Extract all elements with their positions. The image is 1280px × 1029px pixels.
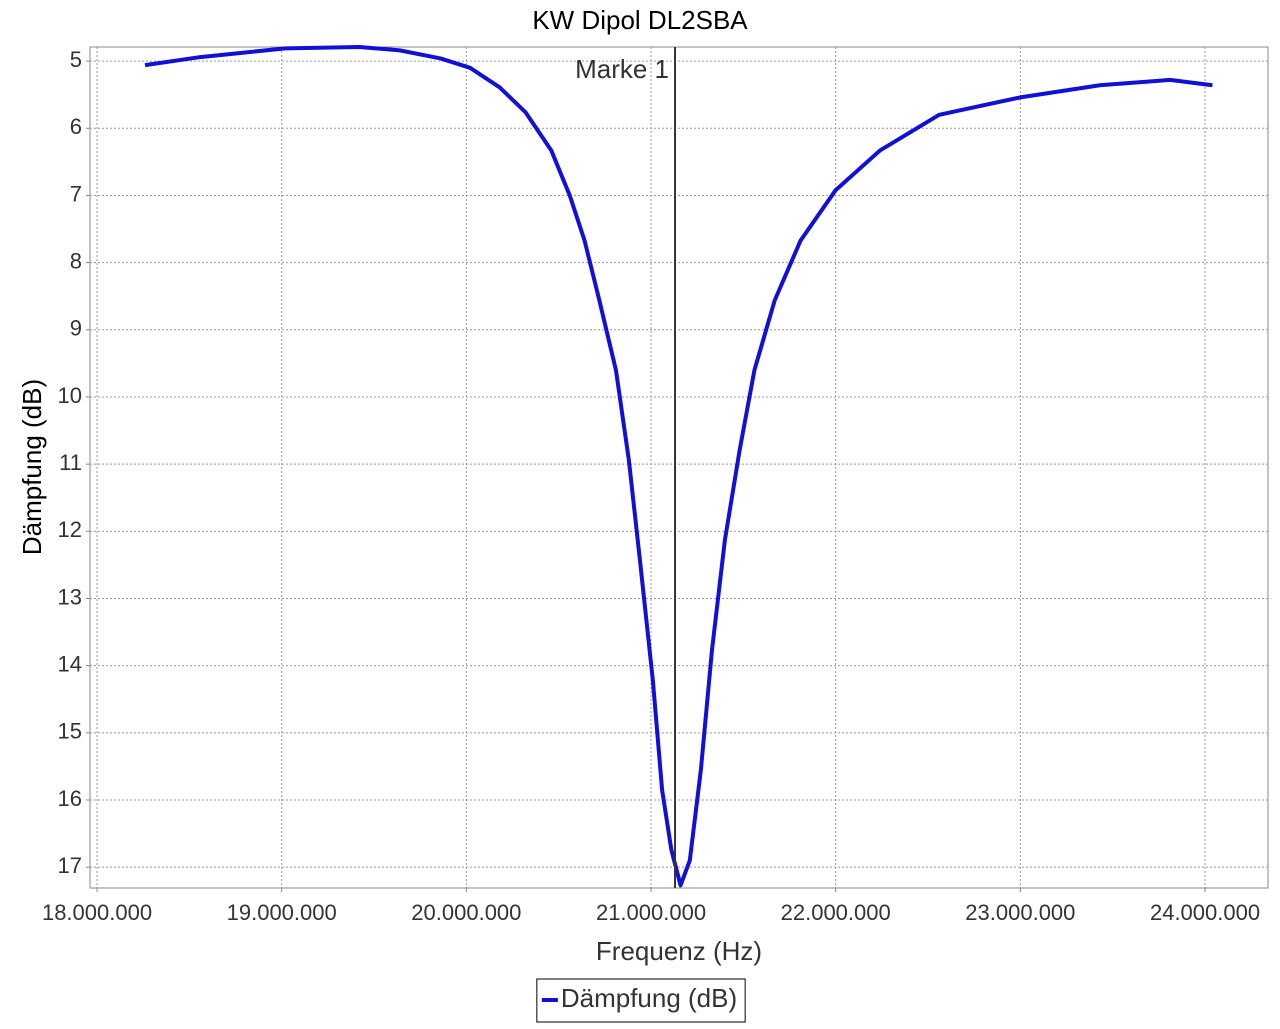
y-tick-label: 15 bbox=[58, 719, 82, 744]
x-tick-label: 20.000.000 bbox=[411, 900, 521, 925]
legend-box bbox=[536, 978, 746, 1023]
legend-label: Dämpfung (dB) bbox=[561, 983, 737, 1013]
y-tick-label: 11 bbox=[59, 450, 82, 475]
y-tick-label: 10 bbox=[58, 383, 82, 408]
plot-area bbox=[89, 46, 1269, 889]
x-tick-label: 22.000.000 bbox=[781, 900, 891, 925]
y-tick-label: 9 bbox=[70, 316, 82, 341]
y-tick-label: 5 bbox=[70, 47, 82, 72]
y-tick-label: 7 bbox=[70, 181, 82, 206]
y-tick-label: 16 bbox=[58, 786, 82, 811]
chart-title: KW Dipol DL2SBA bbox=[532, 5, 748, 35]
y-tick-label: 17 bbox=[58, 853, 82, 878]
y-tick-label: 14 bbox=[58, 651, 82, 676]
x-axis-label: Frequenz (Hz) bbox=[596, 936, 762, 966]
x-tick-label: 19.000.000 bbox=[227, 900, 337, 925]
x-tick-label: 24.000.000 bbox=[1150, 900, 1260, 925]
y-tick-label: 6 bbox=[70, 114, 82, 139]
x-tick-label: 21.000.000 bbox=[596, 900, 706, 925]
y-axis-label: Dämpfung (dB) bbox=[17, 379, 47, 555]
x-tick-label: 18.000.000 bbox=[42, 900, 152, 925]
y-tick-label: 12 bbox=[58, 517, 82, 542]
marker-label: Marke 1 bbox=[575, 54, 669, 84]
x-tick-label: 23.000.000 bbox=[965, 900, 1075, 925]
data-line bbox=[144, 45, 1213, 888]
y-tick-label: 8 bbox=[70, 248, 82, 273]
y-tick-label: 13 bbox=[58, 584, 82, 609]
